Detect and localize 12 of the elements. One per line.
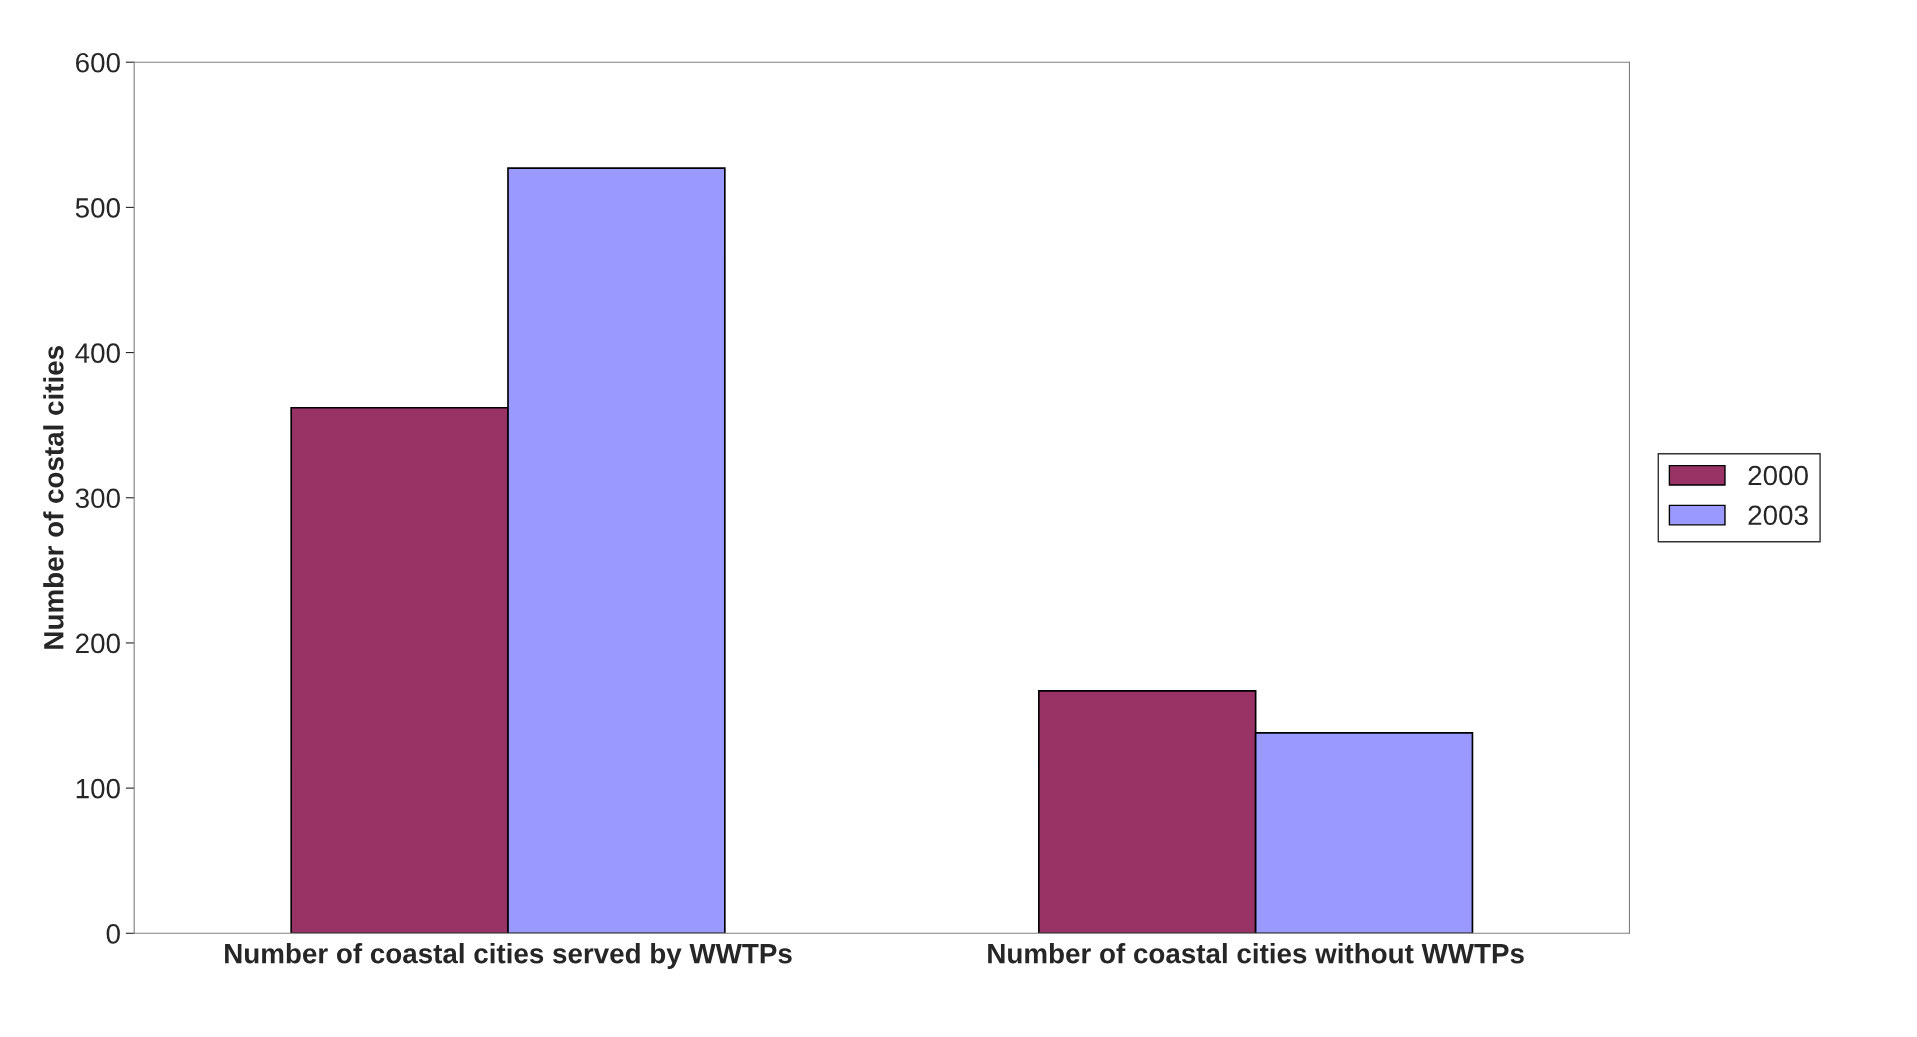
y-tick-label: 500: [75, 198, 120, 218]
y-tick-label: 200: [76, 633, 120, 654]
y-tick-label: 600: [76, 52, 120, 73]
y-tick-label: 100: [76, 778, 120, 799]
x-tick-label: Number of coastal cities served by WWTPs: [225, 943, 792, 969]
y-axis-title: Number of costal cities: [43, 346, 64, 649]
y-tick-label: 0: [106, 923, 120, 944]
x-tick-label: Number of coastal cities without WWTPs: [988, 943, 1524, 964]
y-tick-label: 300: [75, 488, 120, 509]
legend-label: 2003: [1748, 505, 1808, 526]
y-tick-label: 400: [75, 343, 120, 363]
legend-label: 2000: [1748, 465, 1808, 486]
